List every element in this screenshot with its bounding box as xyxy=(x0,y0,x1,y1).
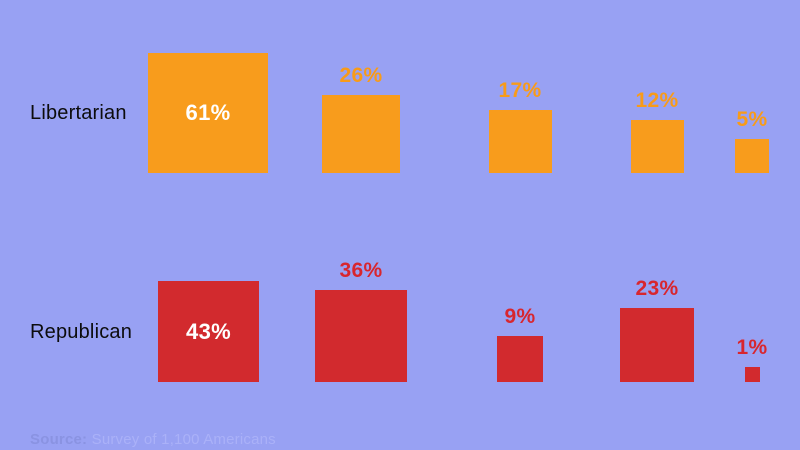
source-note: Source: Survey of 1,100 Americans xyxy=(30,431,276,448)
value-label-inside: 43% xyxy=(186,318,231,344)
value-label-above: 17% xyxy=(498,79,542,102)
source-note-text: Survey of 1,100 Americans xyxy=(87,431,276,448)
row-label-republican: Republican xyxy=(30,321,133,343)
square-republican-9 xyxy=(497,336,543,382)
square-libertarian-26 xyxy=(322,95,400,173)
square-libertarian-61: 61% xyxy=(148,53,268,173)
square-republican-43: 43% xyxy=(158,281,259,382)
value-label-above: 26% xyxy=(339,64,383,87)
value-label-above: 23% xyxy=(635,277,679,300)
square-libertarian-5 xyxy=(735,139,769,173)
value-label-inside: 61% xyxy=(185,100,231,125)
value-label-above: 36% xyxy=(339,259,383,282)
square-republican-36 xyxy=(315,290,407,382)
value-label-above: 5% xyxy=(736,108,768,131)
square-libertarian-12 xyxy=(631,120,684,173)
value-label-above: 12% xyxy=(635,89,679,112)
square-republican-1 xyxy=(745,367,760,382)
square-republican-23 xyxy=(620,308,694,382)
row-label-libertarian: Libertarian xyxy=(30,102,127,124)
value-label-above: 1% xyxy=(736,336,768,359)
value-label-above: 9% xyxy=(504,305,536,328)
source-note-prefix: Source: xyxy=(30,431,88,448)
square-libertarian-17 xyxy=(489,110,552,173)
